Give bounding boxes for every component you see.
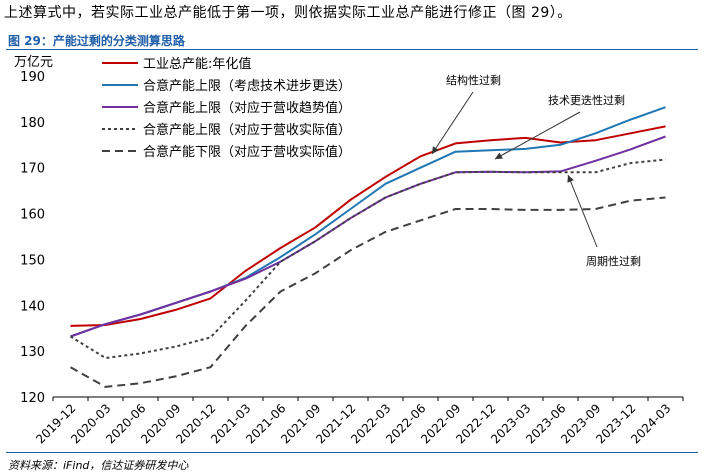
legend-label: 合意产能上限（对应于营收趋势值） [143, 100, 351, 116]
title-rule [6, 49, 698, 50]
intro-text: 上述算式中，若实际工业总产能低于第一项，则依据实际工业总产能进行修正（图 29）… [4, 5, 572, 21]
y-tick-label: 150 [20, 253, 45, 268]
legend-label: 合意产能上限（对应于营收实际值） [143, 122, 351, 138]
y-axis-layer: 120 130 140 150 160 170 180 190 [20, 70, 45, 406]
annotation-arrow [431, 91, 474, 155]
y-tick-label: 190 [20, 70, 45, 85]
series-line-3 [70, 135, 666, 338]
y-tick-label: 170 [20, 162, 45, 177]
y-tick-label: 160 [20, 208, 45, 223]
annotation-label: 技术更迭性过剩 [548, 93, 625, 107]
y-tick-label: 180 [20, 116, 45, 131]
y-tick-label: 140 [20, 299, 45, 314]
y-tick-label: 130 [20, 345, 45, 360]
x-axis-layer: 2019-122020-032020-062020-092020-122021-… [33, 396, 684, 447]
annotation-arrowhead [567, 175, 574, 183]
legend-label: 合意产能上限（考虑技术进步更迭） [143, 78, 351, 94]
series-layer [69, 106, 666, 388]
figure-title: 图 29：产能过剩的分类测算思路 [8, 34, 185, 48]
series-line-4 [69, 158, 666, 359]
series-line-5 [70, 196, 666, 388]
annotation-arrow [567, 174, 598, 248]
annotation-label: 周期性过剩 [586, 254, 641, 268]
annotation-arrowhead [432, 146, 439, 154]
legend-label: 工业总产能:年化值 [143, 56, 251, 72]
annotation-arrowhead [495, 152, 503, 159]
annotation-label: 结构性过剩 [446, 73, 501, 87]
source-rule [6, 452, 698, 453]
y-tick-label: 120 [20, 391, 45, 406]
y-axis-label: 万亿元 [14, 55, 53, 70]
legend-label: 合意产能下限（对应于营收实际值） [143, 144, 351, 160]
annotation-arrow [494, 111, 581, 160]
source-text: 资料来源：iFind，信达证券研发中心 [8, 459, 189, 472]
